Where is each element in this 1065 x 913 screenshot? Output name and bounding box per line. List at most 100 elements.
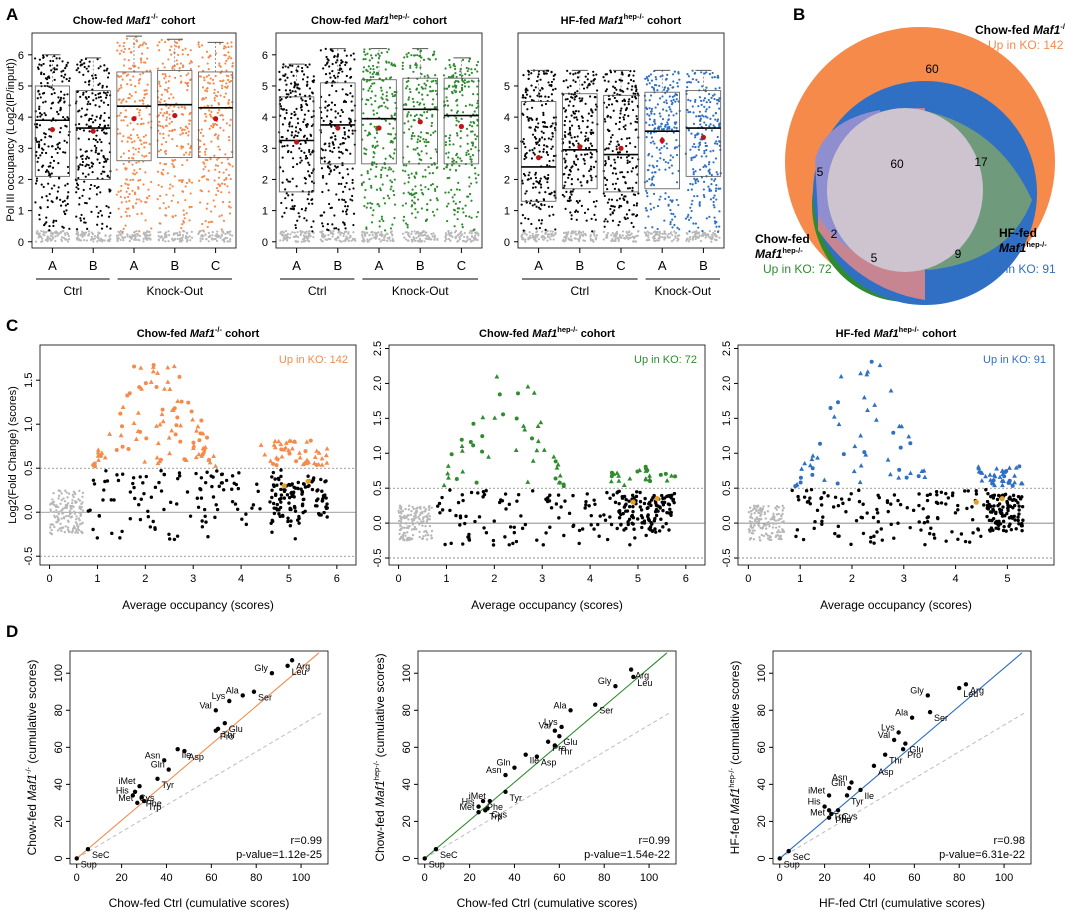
- data-point: [36, 97, 39, 100]
- data-point: [39, 96, 42, 99]
- data-point: [159, 222, 162, 225]
- data-point: [364, 103, 368, 106]
- data-point: [529, 95, 532, 98]
- data-point: [703, 105, 706, 108]
- data-point: [220, 161, 223, 164]
- data-point: [163, 66, 166, 69]
- data-point: [286, 150, 290, 154]
- data-point: [718, 97, 721, 100]
- faded-point: [68, 509, 72, 513]
- data-point: [49, 64, 52, 67]
- data-point: [159, 101, 162, 104]
- data-point: [539, 78, 542, 81]
- faded-point: [312, 231, 315, 234]
- data-point: [138, 167, 142, 171]
- data-point: [289, 91, 292, 95]
- group-label-ko: Knock-Out: [654, 284, 711, 298]
- data-point: [41, 164, 45, 167]
- data-point: [469, 155, 472, 158]
- data-point: [77, 165, 80, 168]
- data-point: [281, 135, 284, 139]
- faded-point: [308, 230, 311, 233]
- data-point: [202, 134, 205, 138]
- data-point: [608, 98, 611, 101]
- data-point: [176, 63, 179, 66]
- data-point: [185, 132, 188, 135]
- data-point: [652, 175, 655, 178]
- mean-marker: [90, 128, 96, 134]
- faded-point: [337, 230, 341, 233]
- faded-point: [221, 238, 224, 241]
- data-point: [179, 81, 183, 84]
- data-point: [173, 105, 176, 108]
- data-point: [568, 146, 571, 149]
- data-point: [125, 74, 128, 77]
- data-point: [102, 165, 105, 168]
- data-point: [418, 158, 421, 161]
- data-point: [576, 118, 579, 121]
- data-point: [181, 223, 184, 226]
- text-part: Maf1: [126, 15, 151, 27]
- data-point: [703, 164, 707, 167]
- data-point: [363, 147, 366, 150]
- data-point: [580, 204, 583, 207]
- data-point: [145, 154, 148, 157]
- data-point: [653, 112, 656, 116]
- data-point: [201, 56, 204, 59]
- faded-point: [406, 231, 409, 234]
- data-point: [230, 41, 233, 44]
- data-point: [573, 116, 576, 119]
- faded-point: [702, 233, 705, 236]
- data-point: [209, 77, 212, 80]
- data-point: [693, 177, 696, 180]
- data-point: [45, 78, 49, 81]
- data-point: [353, 58, 356, 61]
- faded-point: [181, 238, 184, 242]
- data-point: [106, 158, 109, 161]
- data-point: [447, 156, 450, 159]
- faded-point: [562, 231, 566, 234]
- data-point: [218, 170, 221, 174]
- data-point: [419, 66, 422, 69]
- data-point: [131, 205, 135, 208]
- data-point: [286, 144, 289, 147]
- data-point: [306, 103, 309, 107]
- data-point: [93, 144, 97, 147]
- data-point: [675, 153, 679, 157]
- faded-point: [36, 229, 39, 233]
- data-point: [475, 106, 478, 110]
- data-point: [65, 141, 69, 144]
- data-point: [58, 147, 61, 150]
- jitter-points: [319, 47, 357, 243]
- data-point: [526, 115, 529, 119]
- faded-point: [521, 233, 524, 236]
- data-point: [282, 63, 285, 66]
- text-part: hep-/-: [1026, 240, 1047, 249]
- faded-point: [199, 240, 202, 243]
- data-point: [393, 90, 396, 94]
- data-point: [125, 178, 128, 181]
- data-point: [656, 204, 660, 208]
- data-point: [55, 196, 59, 199]
- data-point: [452, 208, 456, 212]
- data-point: [562, 80, 565, 83]
- data-point: [167, 205, 170, 208]
- data-point: [363, 204, 366, 208]
- faded-point: [51, 498, 54, 501]
- data-point: [65, 63, 68, 67]
- data-point: [98, 123, 102, 126]
- data-point: [76, 63, 79, 66]
- data-point: [63, 139, 66, 142]
- data-point: [167, 80, 170, 83]
- data-point: [96, 58, 99, 61]
- data-point: [718, 125, 721, 128]
- data-point: [415, 171, 418, 174]
- data-point: [539, 186, 543, 189]
- faded-point: [415, 236, 418, 240]
- data-point: [623, 98, 626, 101]
- data-point: [204, 96, 207, 99]
- data-point: [233, 502, 238, 506]
- faded-point: [76, 233, 80, 237]
- faded-point: [565, 235, 568, 238]
- data-point: [371, 144, 375, 147]
